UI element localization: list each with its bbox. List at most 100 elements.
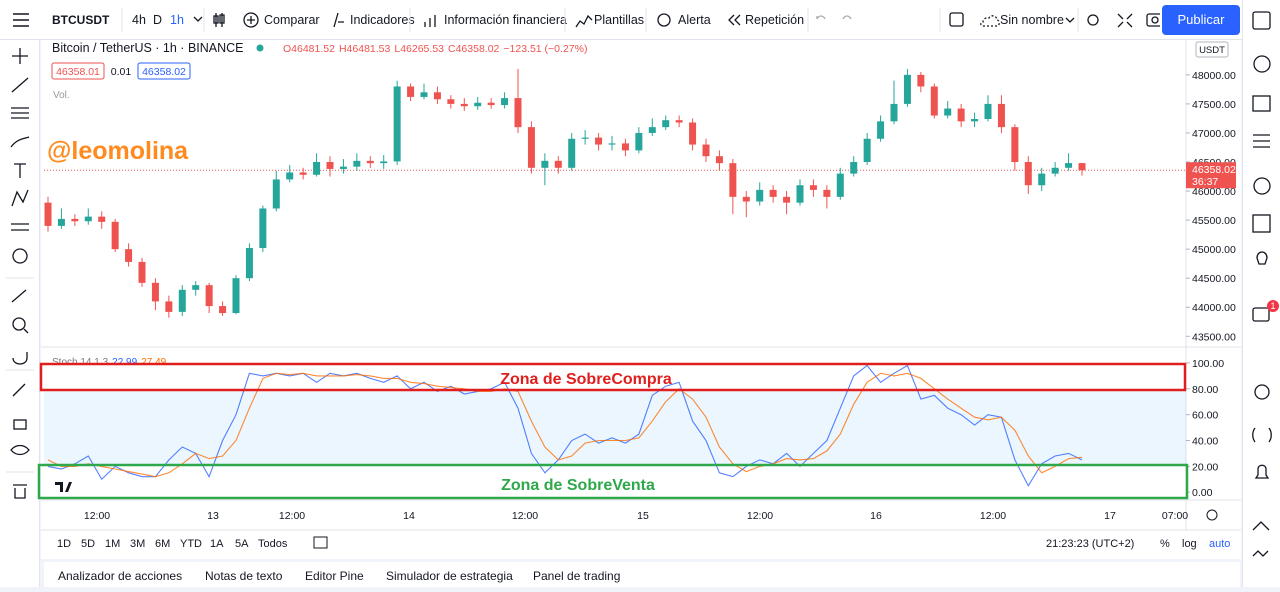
alert-button[interactable]: Alerta bbox=[678, 13, 711, 27]
oversold-label: Zona de SobreVenta bbox=[501, 477, 655, 494]
indicators-button[interactable]: Indicadores bbox=[350, 13, 415, 27]
settings-icon[interactable] bbox=[1206, 509, 1218, 521]
candle-body bbox=[272, 179, 280, 209]
oversold-zone bbox=[37, 463, 1189, 500]
y2-tick-label: 0.00 bbox=[1192, 487, 1213, 499]
candle-body bbox=[98, 216, 106, 222]
financials-button[interactable]: Información financiera bbox=[444, 13, 567, 27]
countdown-label: 36:37 bbox=[1192, 176, 1218, 188]
candle-body bbox=[44, 202, 52, 226]
scale-toggle[interactable]: % bbox=[1160, 538, 1170, 550]
x-tick-label: 12:00 bbox=[980, 510, 1006, 522]
bid-price[interactable]: 46358.01 bbox=[56, 66, 100, 78]
candle-body bbox=[917, 74, 925, 87]
range-button[interactable]: 3M bbox=[130, 538, 145, 550]
tv-logo-mark bbox=[55, 482, 72, 492]
candle-body bbox=[313, 162, 321, 175]
sidebar-icons[interactable]: 1 bbox=[1243, 0, 1280, 587]
bottom-tab[interactable]: Notas de texto bbox=[205, 569, 283, 583]
spread: 0.01 bbox=[111, 66, 132, 78]
range-button[interactable]: 5D bbox=[81, 538, 95, 550]
interval[interactable]: 1h bbox=[170, 13, 184, 27]
candle-body bbox=[299, 172, 307, 175]
candle-body bbox=[769, 189, 777, 197]
range-button[interactable]: 1A bbox=[210, 538, 224, 550]
candle-body bbox=[796, 185, 804, 203]
indicator-legend: Stoch 14 1 3 22.99 27.49 bbox=[52, 357, 167, 368]
symbol[interactable]: BTCUSDT bbox=[52, 13, 110, 27]
x-tick-label: 12:00 bbox=[279, 510, 305, 522]
y-tick-label: 43500.00 bbox=[1192, 331, 1236, 343]
compare-button[interactable]: Comparar bbox=[264, 13, 320, 27]
x-tick-label: 12:00 bbox=[512, 510, 538, 522]
candle-body bbox=[675, 120, 683, 123]
annotation: @leomolina bbox=[47, 137, 189, 165]
menu-icon[interactable] bbox=[12, 12, 30, 28]
candle-body bbox=[527, 127, 535, 168]
layout-name[interactable]: Sin nombre bbox=[1000, 13, 1064, 27]
replay-button[interactable]: Repetición bbox=[745, 13, 805, 27]
candle-body bbox=[192, 285, 200, 290]
range-button[interactable]: 1M bbox=[105, 538, 120, 550]
candle-body bbox=[823, 189, 831, 197]
stoch-line bbox=[47, 372, 1083, 478]
indicator-value: 22.99 bbox=[112, 357, 137, 368]
range-button[interactable]: Todos bbox=[258, 538, 288, 550]
drawing-toolbar bbox=[0, 40, 40, 587]
bid-box[interactable] bbox=[51, 62, 105, 80]
x-tick-label: 12:00 bbox=[84, 510, 110, 522]
candle-body bbox=[487, 102, 495, 106]
y-tick-label: 45500.00 bbox=[1192, 215, 1236, 227]
candle-body bbox=[541, 160, 549, 168]
date-range-icon[interactable] bbox=[313, 536, 328, 549]
candle-body bbox=[151, 282, 159, 302]
candle-body bbox=[57, 218, 65, 226]
candle-body bbox=[877, 121, 885, 139]
candle-body bbox=[286, 172, 294, 180]
candle-body bbox=[581, 137, 589, 139]
scale-toggle[interactable]: auto bbox=[1209, 538, 1230, 550]
top-toolbar: BTCUSDT 4h D 1h Comparar Indicadores Inf… bbox=[0, 0, 1280, 40]
candle-body bbox=[178, 289, 186, 312]
candle-body bbox=[689, 122, 697, 145]
drawing-tools[interactable] bbox=[0, 40, 40, 587]
bottom-tab[interactable]: Panel de trading bbox=[533, 569, 621, 583]
bottom-tab[interactable]: Editor Pine bbox=[305, 569, 364, 583]
badge-dot bbox=[1267, 300, 1279, 312]
volume-label: Vol. bbox=[53, 90, 70, 101]
bottom-tab[interactable]: Simulador de estrategia bbox=[386, 569, 513, 583]
candle-body bbox=[447, 99, 455, 104]
range-button[interactable]: YTD bbox=[180, 538, 202, 550]
candle-body bbox=[71, 218, 79, 222]
overbought-zone bbox=[39, 362, 1187, 392]
ask-box[interactable] bbox=[137, 62, 191, 80]
candle-body bbox=[245, 247, 253, 279]
range-button[interactable]: 6M bbox=[155, 538, 170, 550]
ohlc-value: C46358.02 bbox=[448, 43, 500, 55]
range-button[interactable]: 1D bbox=[57, 538, 71, 550]
range-button[interactable]: 5A bbox=[235, 538, 249, 550]
bottom-panel-tabs: Analizador de acciones Notas de texto Edit… bbox=[44, 562, 1240, 587]
y-tick-label: 47000.00 bbox=[1192, 128, 1236, 140]
scale-toggle[interactable]: log bbox=[1182, 538, 1197, 550]
candle-body bbox=[84, 216, 92, 222]
candle-body bbox=[635, 132, 643, 151]
y2-tick-label: 20.00 bbox=[1192, 461, 1218, 473]
candle-body bbox=[111, 221, 119, 250]
ask-price[interactable]: 46358.02 bbox=[142, 66, 186, 78]
interval[interactable]: D bbox=[153, 13, 163, 27]
candle-body bbox=[621, 143, 629, 151]
interval[interactable]: 4h bbox=[132, 13, 146, 27]
bottom-tab[interactable]: Analizador de acciones bbox=[58, 569, 183, 583]
stoch-band bbox=[44, 388, 1186, 467]
y-tick-label: 46000.00 bbox=[1192, 186, 1236, 198]
templates-button[interactable]: Plantillas bbox=[594, 13, 645, 27]
candle-body bbox=[662, 120, 670, 128]
candle-body bbox=[836, 173, 844, 197]
candle-body bbox=[219, 306, 227, 314]
candle-body bbox=[568, 138, 576, 168]
candle-body bbox=[138, 261, 146, 283]
currency-box bbox=[1195, 41, 1229, 58]
publish-button[interactable]: Publicar bbox=[1162, 5, 1240, 35]
